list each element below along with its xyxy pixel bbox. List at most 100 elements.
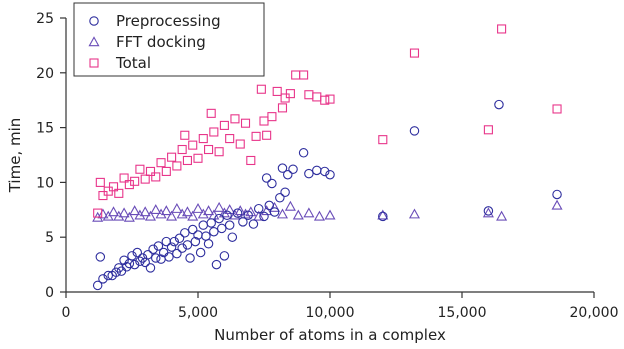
data-point [145, 166, 156, 176]
data-points [92, 24, 563, 291]
data-point [267, 178, 277, 189]
x-tick-label: 10,000 [306, 305, 355, 321]
data-point [150, 204, 162, 215]
data-point [227, 232, 238, 242]
data-point [261, 205, 273, 216]
data-point [497, 24, 507, 34]
data-point [195, 247, 206, 258]
data-point [204, 144, 214, 155]
data-point [552, 189, 562, 200]
data-point [288, 164, 298, 174]
tick-labels: 0 5,000 10,000 15,000 20,000 0 5 10 15 20 25 [36, 11, 618, 321]
data-point [253, 203, 264, 214]
data-point [174, 233, 185, 244]
data-point [161, 236, 172, 247]
data-point [277, 163, 288, 173]
data-point [378, 135, 388, 145]
data-point [219, 251, 230, 261]
data-point [267, 112, 277, 122]
series-circle [92, 99, 562, 291]
data-point [197, 208, 209, 219]
data-point [304, 168, 314, 179]
data-point [269, 201, 281, 212]
legend-marker [89, 16, 99, 26]
data-point [494, 99, 504, 110]
data-point [253, 210, 265, 221]
data-point [217, 223, 227, 234]
data-point [277, 103, 288, 113]
data-point [246, 155, 256, 166]
legend-marker [89, 58, 99, 68]
data-point [198, 220, 209, 230]
data-point [107, 206, 120, 217]
data-point [552, 104, 562, 114]
data-point [303, 207, 315, 218]
data-point [167, 152, 177, 162]
data-point [193, 153, 203, 163]
data-point [319, 166, 330, 177]
data-point [224, 220, 235, 230]
x-tick-label: 0 [62, 305, 71, 321]
data-point [272, 86, 282, 96]
data-point [324, 209, 336, 220]
data-point [214, 147, 224, 157]
data-point [313, 210, 325, 221]
data-point [187, 210, 199, 221]
data-point [222, 210, 232, 221]
data-point [135, 164, 145, 174]
data-point [256, 84, 266, 94]
data-point [214, 213, 224, 224]
legend-marker [88, 36, 100, 47]
data-point [218, 207, 230, 218]
data-point [98, 274, 108, 284]
data-point [135, 256, 145, 267]
data-point [123, 211, 135, 222]
data-point [119, 173, 129, 183]
data-point [259, 116, 269, 126]
data-point [190, 236, 201, 247]
data-point [169, 236, 179, 247]
data-point [181, 206, 193, 217]
data-point [182, 155, 192, 166]
data-point [238, 217, 248, 227]
data-point [140, 174, 150, 184]
data-point [139, 206, 151, 217]
x-tick-label: 5,000 [178, 305, 218, 321]
data-point [261, 173, 272, 183]
data-point [284, 200, 296, 211]
data-point [118, 207, 130, 218]
y-tick-label: 10 [36, 175, 54, 191]
data-point [206, 218, 216, 228]
legend-label: Total [115, 54, 151, 72]
data-point [198, 134, 208, 144]
data-point [148, 244, 158, 255]
data-point [192, 202, 204, 213]
data-point [262, 130, 272, 140]
x-axis-title: Number of atoms in a complex [214, 326, 446, 344]
data-point [304, 90, 314, 100]
data-point [108, 182, 119, 192]
data-point [225, 134, 235, 144]
data-point [166, 242, 177, 252]
data-point [180, 228, 190, 238]
legend-box [73, 2, 265, 77]
data-point [151, 172, 161, 182]
data-point [145, 263, 156, 273]
data-point [320, 95, 330, 105]
data-point [203, 205, 215, 216]
data-point [187, 224, 198, 235]
y-tick-label: 15 [36, 121, 54, 137]
data-point [143, 249, 153, 260]
data-point [130, 176, 140, 186]
data-point [325, 169, 335, 180]
data-point [213, 201, 225, 212]
data-point [211, 259, 222, 270]
data-point [409, 48, 420, 58]
y-axis-title: Time, min [6, 118, 24, 194]
data-point [172, 161, 182, 171]
legend-label: Preprocessing [116, 12, 221, 30]
data-point [177, 144, 187, 155]
data-point [232, 208, 243, 218]
data-point [127, 251, 137, 261]
